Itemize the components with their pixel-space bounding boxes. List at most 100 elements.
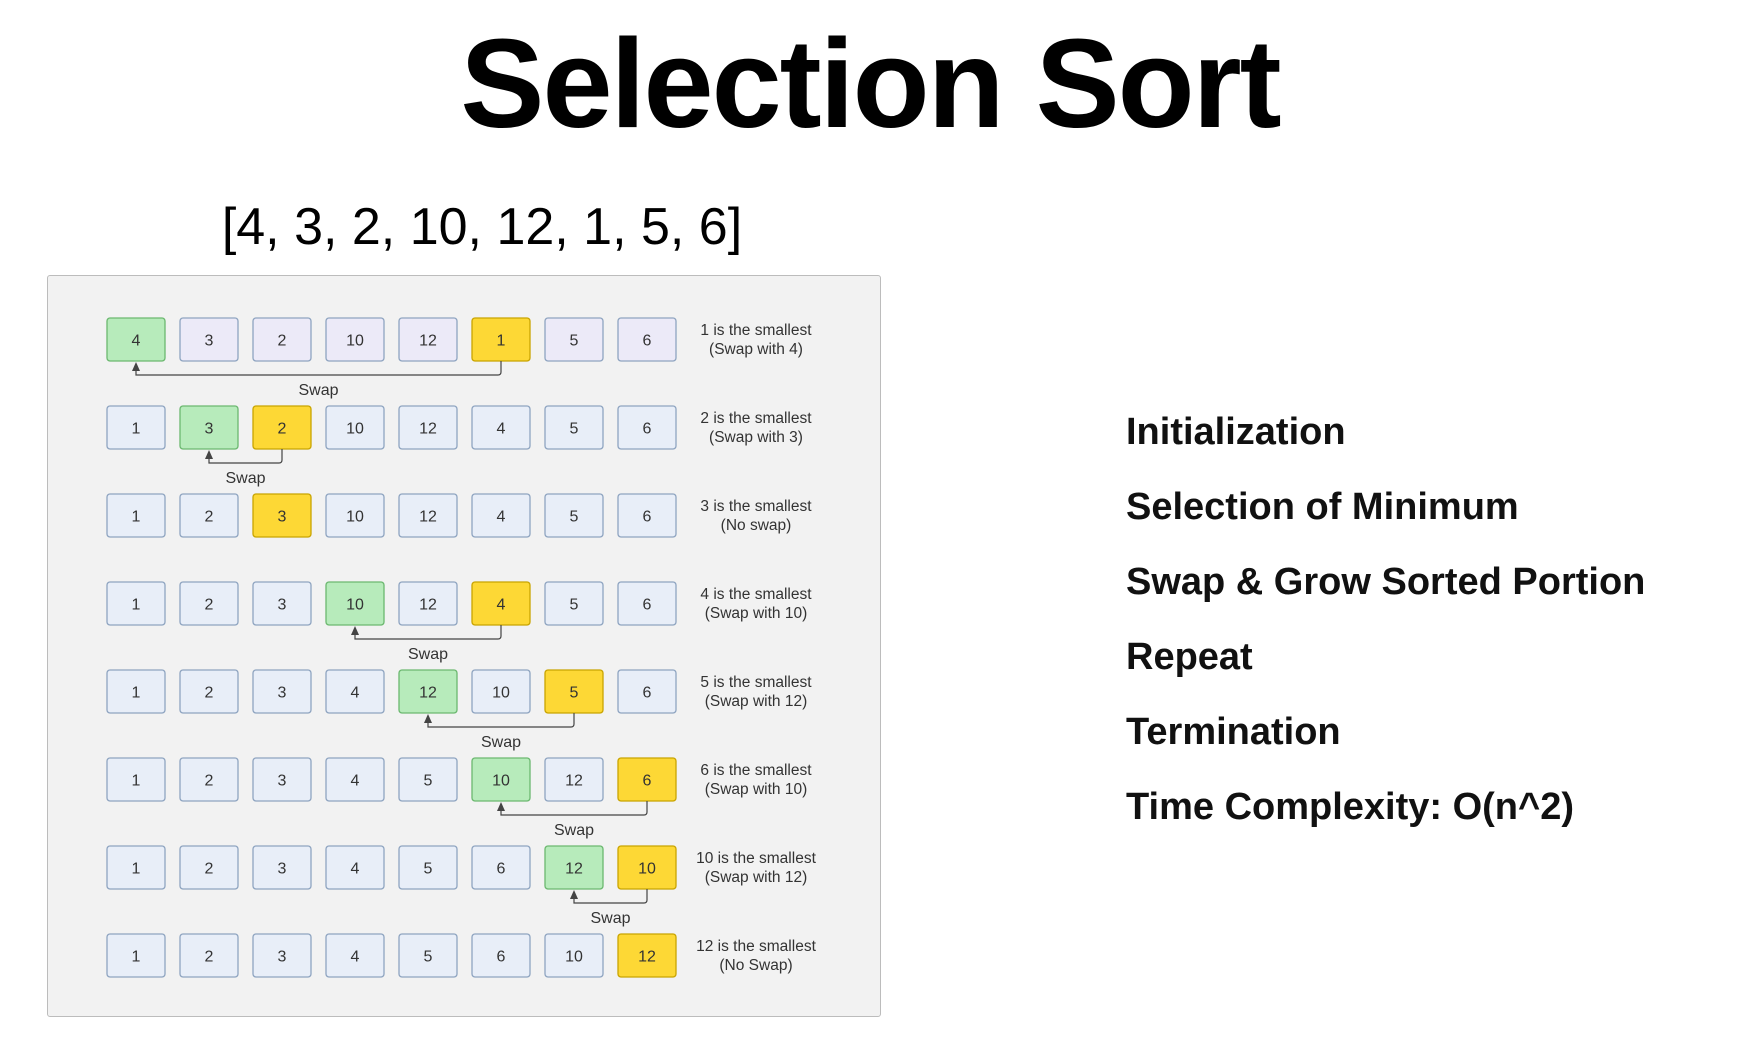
cell-value: 5 — [424, 773, 433, 790]
cell-value: 5 — [570, 685, 579, 702]
cell-value: 2 — [278, 333, 287, 350]
array-cell — [398, 493, 458, 538]
swap-connector — [135, 361, 502, 376]
cell-value: 3 — [205, 421, 214, 438]
step-note-line: 1 is the smallest — [700, 322, 812, 339]
array-cell — [325, 933, 385, 978]
cell-value: 2 — [205, 773, 214, 790]
cell-value: 3 — [205, 333, 214, 350]
array-cell — [471, 493, 531, 538]
cell-value: 4 — [351, 861, 360, 878]
cell-value: 12 — [419, 421, 437, 438]
cell-value: 2 — [205, 597, 214, 614]
array-cell — [398, 845, 458, 890]
cell-value: 5 — [570, 509, 579, 526]
swap-arrowhead — [570, 890, 578, 899]
cell-value: 6 — [643, 685, 652, 702]
array-cell — [325, 493, 385, 538]
step-item: Selection of Minimum — [1126, 486, 1519, 528]
cell-value: 12 — [419, 685, 437, 702]
array-cell — [106, 845, 166, 890]
cell-value: 4 — [497, 421, 506, 438]
step-note-line: 2 is the smallest — [700, 410, 812, 427]
swap-arrowhead — [351, 626, 359, 635]
array-cell — [179, 669, 239, 714]
swap-connector — [500, 801, 648, 816]
step-note-line: (Swap with 10) — [705, 781, 808, 798]
step-note-line: 12 is the smallest — [696, 938, 816, 955]
step-item: Initialization — [1126, 411, 1346, 453]
cell-value: 12 — [565, 773, 583, 790]
cell-value: 4 — [351, 949, 360, 966]
swap-label: Swap — [298, 382, 338, 399]
array-cell — [106, 757, 166, 802]
cell-value: 1 — [132, 773, 141, 790]
cell-value: 1 — [132, 949, 141, 966]
step-item: Termination — [1126, 711, 1341, 753]
cell-value: 10 — [492, 685, 510, 702]
array-cell — [398, 581, 458, 626]
step-note-line: (Swap with 10) — [705, 605, 808, 622]
array-cell — [325, 317, 385, 362]
array-cell — [398, 405, 458, 450]
cell-value: 1 — [132, 685, 141, 702]
array-cell — [544, 581, 604, 626]
swap-arrowhead — [424, 714, 432, 723]
step-note-line: (Swap with 4) — [709, 341, 803, 358]
array-cell — [471, 933, 531, 978]
array-cell — [617, 669, 677, 714]
cell-value: 3 — [278, 861, 287, 878]
swap-arrowhead — [497, 802, 505, 811]
swap-label: Swap — [590, 910, 630, 927]
array-cell — [179, 317, 239, 362]
array-cell — [398, 317, 458, 362]
cell-value: 3 — [278, 949, 287, 966]
array-cell — [325, 669, 385, 714]
algorithm-steps-list: Initialization Selection of Minimum Swap… — [1126, 410, 1645, 860]
array-cell — [106, 581, 166, 626]
array-cell — [398, 757, 458, 802]
cell-value: 1 — [132, 421, 141, 438]
cell-value: 5 — [424, 949, 433, 966]
array-cell — [471, 845, 531, 890]
array-cell — [252, 317, 312, 362]
array-cell — [544, 757, 604, 802]
array-cell — [471, 757, 531, 802]
step-note-line: (Swap with 3) — [709, 429, 803, 446]
cell-value: 4 — [497, 597, 506, 614]
array-cell — [325, 845, 385, 890]
swap-arrowhead — [132, 362, 140, 371]
cell-value: 10 — [346, 333, 364, 350]
step-note-line: 5 is the smallest — [700, 674, 812, 691]
array-cell — [252, 493, 312, 538]
step-note-line: 4 is the smallest — [700, 586, 812, 603]
cell-value: 2 — [205, 509, 214, 526]
cell-value: 6 — [497, 861, 506, 878]
swap-label: Swap — [225, 470, 265, 487]
array-cell — [106, 933, 166, 978]
array-cell — [617, 581, 677, 626]
step-note-line: 3 is the smallest — [700, 498, 812, 515]
cell-value: 2 — [205, 949, 214, 966]
cell-value: 6 — [643, 509, 652, 526]
array-cell — [179, 933, 239, 978]
swap-connector — [573, 889, 648, 904]
step-note-line: (Swap with 12) — [705, 869, 808, 886]
cell-value: 6 — [643, 773, 652, 790]
array-cell — [252, 933, 312, 978]
cell-value: 6 — [643, 333, 652, 350]
cell-value: 10 — [638, 861, 656, 878]
array-cell — [252, 845, 312, 890]
cell-value: 12 — [419, 509, 437, 526]
cell-value: 10 — [346, 421, 364, 438]
array-cell — [471, 669, 531, 714]
array-cell — [398, 669, 458, 714]
array-cell — [617, 933, 677, 978]
array-cell — [544, 493, 604, 538]
swap-connector — [427, 713, 575, 728]
cell-value: 1 — [132, 509, 141, 526]
array-cell — [325, 581, 385, 626]
cell-value: 12 — [638, 949, 656, 966]
cell-value: 4 — [351, 685, 360, 702]
diagram-panel: 4 3 2 10 12 1 5 6 1 is the smallest (Swap with 4)… — [47, 275, 881, 1017]
